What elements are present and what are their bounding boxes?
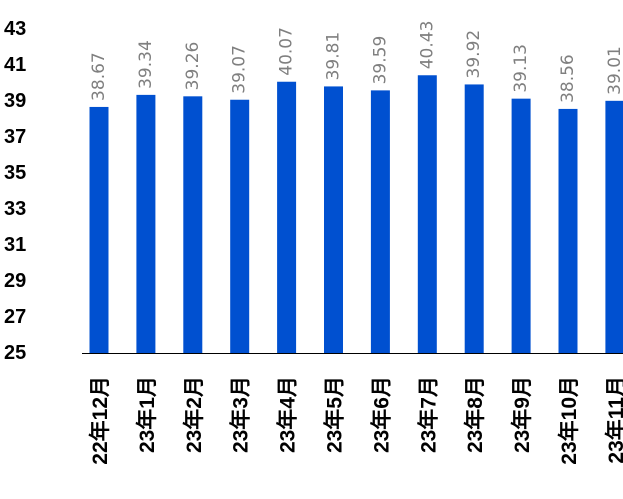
data-label: 39.81 bbox=[324, 32, 344, 81]
y-tick-label: 39 bbox=[4, 90, 26, 112]
data-label: 40.07 bbox=[277, 27, 297, 76]
x-axis: 22年12月 23年1月 23年2月 23年3月 23年4月 23年5月 23年6月 23年7… bbox=[88, 376, 623, 465]
data-label: 40.43 bbox=[417, 21, 437, 70]
data-label: 39.34 bbox=[136, 40, 156, 89]
y-tick-label: 33 bbox=[4, 198, 26, 220]
x-tick-label: 23年7月 bbox=[416, 376, 440, 453]
bar[interactable] bbox=[136, 94, 156, 353]
x-tick-label: 23年10月 bbox=[557, 376, 581, 465]
bar[interactable] bbox=[605, 100, 623, 353]
data-label: 39.07 bbox=[230, 45, 250, 94]
data-label: 39.26 bbox=[183, 42, 203, 91]
x-tick-label: 23年1月 bbox=[135, 376, 159, 453]
data-label: 39.59 bbox=[370, 36, 390, 85]
bar[interactable] bbox=[511, 98, 531, 353]
x-tick-label: 23年6月 bbox=[369, 376, 393, 453]
y-tick-label: 25 bbox=[4, 342, 26, 364]
bar[interactable] bbox=[370, 90, 390, 353]
x-tick-label: 23年8月 bbox=[463, 376, 487, 453]
bars bbox=[89, 75, 623, 354]
data-label: 39.13 bbox=[511, 44, 531, 93]
y-tick-label: 29 bbox=[4, 270, 26, 292]
bar[interactable] bbox=[464, 84, 484, 353]
y-tick-label: 35 bbox=[4, 162, 26, 184]
y-axis: 25 27 29 31 33 35 37 39 41 43 bbox=[4, 18, 26, 364]
data-label: 38.67 bbox=[89, 52, 109, 101]
y-tick-label: 27 bbox=[4, 306, 26, 328]
bar[interactable] bbox=[183, 96, 203, 353]
bar[interactable] bbox=[324, 86, 343, 354]
y-tick-label: 31 bbox=[4, 234, 26, 256]
y-tick-label: 43 bbox=[4, 18, 26, 40]
bar[interactable] bbox=[558, 108, 578, 353]
data-label: 39.01 bbox=[605, 46, 623, 95]
bar[interactable] bbox=[417, 75, 437, 353]
y-tick-label: 41 bbox=[4, 54, 26, 76]
y-tick-label: 37 bbox=[4, 126, 26, 148]
x-tick-label: 22年12月 bbox=[88, 376, 112, 465]
data-label: 39.92 bbox=[464, 30, 484, 79]
x-tick-label: 23年9月 bbox=[510, 376, 534, 453]
bar[interactable] bbox=[89, 106, 109, 353]
bar[interactable] bbox=[277, 81, 297, 354]
x-tick-label: 23年11月 bbox=[604, 376, 623, 464]
x-tick-label: 23年4月 bbox=[276, 376, 300, 453]
x-tick-label: 23年3月 bbox=[229, 376, 253, 453]
bar[interactable] bbox=[230, 99, 250, 354]
x-tick-label: 23年5月 bbox=[323, 376, 347, 453]
x-tick-label: 23年2月 bbox=[182, 376, 206, 453]
data-labels: 38.67 39.34 39.26 39.07 40.07 39.81 39.59 40.43… bbox=[89, 21, 623, 103]
data-label: 38.56 bbox=[558, 54, 578, 103]
